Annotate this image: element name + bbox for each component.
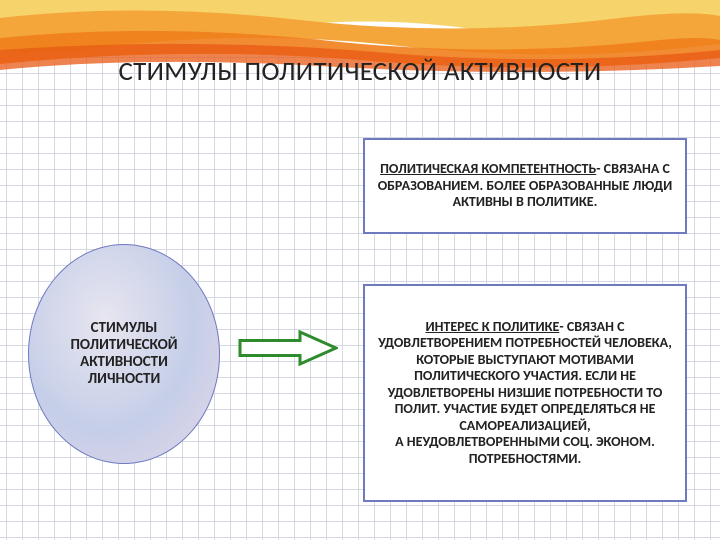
box-competence: ПОЛИТИЧЕСКАЯ КОМПЕТЕНТНОСТЬ- СВЯЗАНА С О… (363, 138, 687, 234)
box-interest-text: ИНТЕРЕС К ПОЛИТИКЕ- СВЯЗАН С УДОВЛЕТВОРЕ… (375, 319, 675, 468)
stimuli-ellipse: СТИМУЛЫ ПОЛИТИЧЕСКОЙ АКТИВНОСТИ ЛИЧНОСТИ (28, 244, 220, 464)
arrow-icon (238, 330, 338, 366)
box-interest: ИНТЕРЕС К ПОЛИТИКЕ- СВЯЗАН С УДОВЛЕТВОРЕ… (363, 284, 687, 502)
arrow-right (238, 330, 338, 371)
stimuli-ellipse-label: СТИМУЛЫ ПОЛИТИЧЕСКОЙ АКТИВНОСТИ ЛИЧНОСТИ (43, 320, 205, 389)
slide-title: СТИМУЛЫ ПОЛИТИЧЕСКОЙ АКТИВНОСТИ (0, 55, 720, 88)
box-competence-text: ПОЛИТИЧЕСКАЯ КОМПЕТЕНТНОСТЬ- СВЯЗАНА С О… (375, 161, 675, 211)
